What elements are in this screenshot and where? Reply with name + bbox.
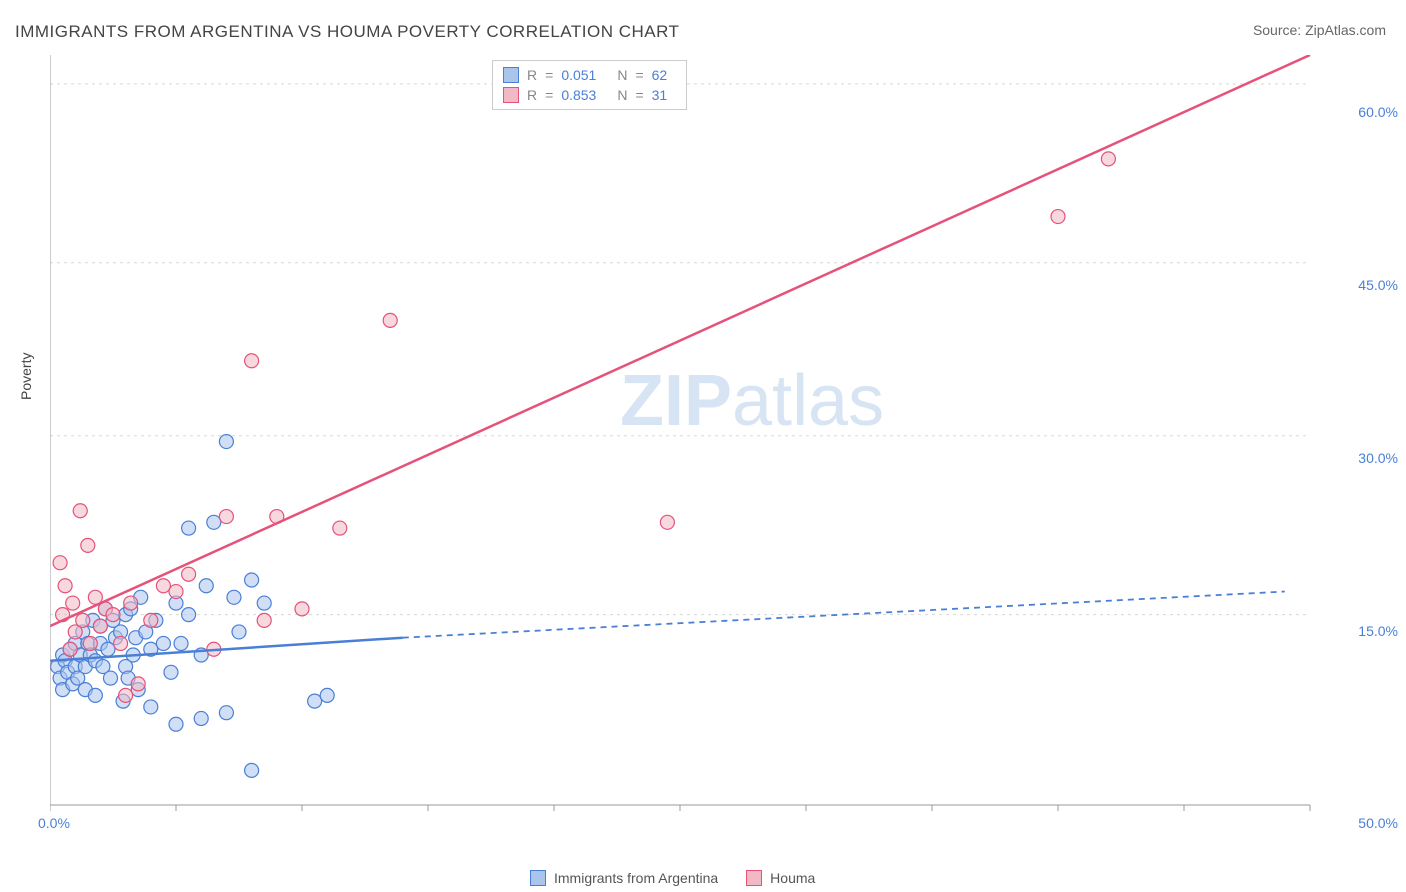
stat-n-key: N — [617, 67, 627, 83]
legend-swatch-1 — [530, 870, 546, 886]
stat-eq: = — [545, 87, 553, 103]
legend-item-2: Houma — [746, 870, 815, 886]
y-tick-label: 60.0% — [1358, 104, 1398, 120]
legend-item-1: Immigrants from Argentina — [530, 870, 718, 886]
stat-r-val-2: 0.853 — [561, 87, 609, 103]
watermark-rest: atlas — [732, 361, 884, 441]
stats-row-series-2: R = 0.853 N = 31 — [503, 85, 676, 105]
stat-eq: = — [635, 67, 643, 83]
swatch-series-1 — [503, 67, 519, 83]
watermark: ZIPatlas — [620, 360, 884, 442]
stat-r-val-1: 0.051 — [561, 67, 609, 83]
chart-title: IMMIGRANTS FROM ARGENTINA VS HOUMA POVER… — [15, 22, 679, 42]
scatter-plot — [50, 55, 1370, 835]
chart-area — [50, 55, 1370, 835]
stat-r-key: R — [527, 87, 537, 103]
stats-row-series-1: R = 0.051 N = 62 — [503, 65, 676, 85]
bottom-legend: Immigrants from Argentina Houma — [530, 870, 815, 886]
stat-r-key: R — [527, 67, 537, 83]
swatch-series-2 — [503, 87, 519, 103]
x-tick-label: 50.0% — [1358, 815, 1398, 831]
legend-label-2: Houma — [770, 870, 815, 886]
stat-n-key: N — [617, 87, 627, 103]
stats-legend: R = 0.051 N = 62 R = 0.853 N = 31 — [492, 60, 687, 110]
y-tick-label: 30.0% — [1358, 450, 1398, 466]
stat-n-val-2: 31 — [652, 87, 676, 103]
source-attribution: Source: ZipAtlas.com — [1253, 22, 1386, 38]
x-tick-label: 0.0% — [38, 815, 70, 831]
watermark-bold: ZIP — [620, 361, 732, 441]
stat-eq: = — [635, 87, 643, 103]
y-tick-label: 15.0% — [1358, 623, 1398, 639]
legend-label-1: Immigrants from Argentina — [554, 870, 718, 886]
stat-eq: = — [545, 67, 553, 83]
y-tick-label: 45.0% — [1358, 277, 1398, 293]
stat-n-val-1: 62 — [652, 67, 676, 83]
legend-swatch-2 — [746, 870, 762, 886]
y-axis-label: Poverty — [18, 353, 34, 400]
